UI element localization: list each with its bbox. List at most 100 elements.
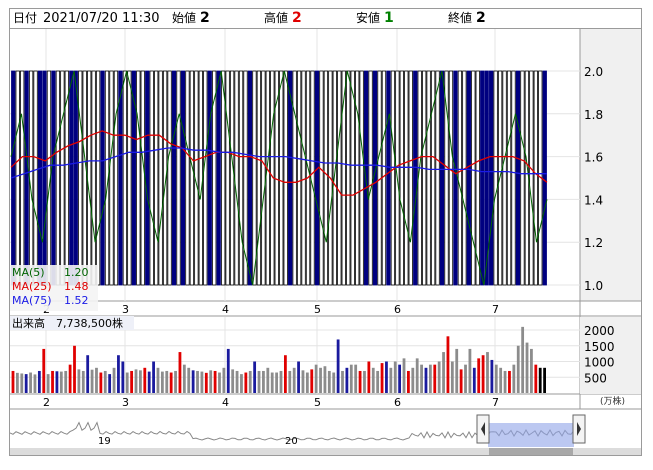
volume-bar (279, 370, 283, 393)
volume-bar (477, 358, 481, 393)
price-y-tick-label: 2.0 (584, 65, 603, 79)
volume-bar (301, 370, 305, 393)
volume-bar (11, 370, 15, 393)
price-candle (399, 70, 404, 286)
volume-bar (90, 369, 94, 393)
volume-bar (77, 369, 81, 393)
price-candle (122, 70, 128, 286)
price-candle (69, 70, 74, 286)
ma75-legend-label: MA(75) (12, 294, 52, 307)
volume-bar (367, 361, 371, 393)
open-value: 2 (200, 10, 210, 26)
price-candle (261, 70, 266, 286)
volume-bar (213, 370, 217, 393)
ma5-legend-value: 1.20 (64, 266, 89, 279)
price-candle (430, 70, 436, 286)
price-x-tick-label: 7 (492, 303, 499, 316)
volume-bar (143, 367, 147, 393)
volume-bar (46, 374, 50, 393)
volume-bar (292, 367, 296, 393)
volume-bar (442, 352, 445, 393)
navigator-selected-range[interactable] (488, 423, 574, 447)
price-candle (256, 70, 262, 286)
volume-y-tick-label: 1500 (584, 340, 615, 354)
volume-bar (433, 364, 437, 393)
volume-bar (332, 372, 336, 393)
volume-bar (108, 374, 112, 393)
volume-bar (481, 355, 485, 393)
volume-bar (424, 367, 428, 393)
volume-bar (130, 370, 134, 393)
volume-bar (64, 370, 68, 393)
price-candle (542, 70, 547, 286)
volume-x-tick-label: 3 (122, 396, 129, 409)
volume-bar (499, 367, 503, 393)
volume-bar (55, 371, 59, 393)
volume-bar (121, 361, 125, 393)
price-candle (238, 70, 244, 286)
price-candle (127, 70, 132, 286)
price-candle (28, 70, 34, 286)
volume-bar (486, 352, 489, 393)
volume-bar (319, 367, 322, 393)
volume-bar (244, 372, 248, 393)
navigator-scrollbar-thumb[interactable] (489, 448, 573, 455)
volume-bar (472, 367, 476, 393)
volume-y-tick-label: 500 (584, 371, 607, 385)
price-candle (288, 70, 293, 286)
volume-bar (354, 364, 358, 393)
price-y-tick-label: 1.4 (584, 193, 603, 207)
volume-bar (446, 336, 450, 393)
price-candle (91, 70, 96, 286)
volume-bar (530, 348, 533, 393)
ma5-line (10, 70, 548, 286)
ma75-line (10, 147, 547, 179)
volume-bar (521, 326, 525, 393)
range-navigator[interactable]: 19 20 (10, 410, 641, 455)
volume-bar (538, 367, 542, 393)
volume-header-box (10, 316, 134, 330)
volume-bar (543, 367, 546, 393)
price-candle (15, 70, 20, 286)
volume-bar (191, 370, 195, 393)
price-candle (149, 70, 154, 286)
price-candle (511, 70, 516, 286)
price-candle (341, 70, 346, 286)
price-candle (37, 70, 43, 286)
volume-bar (327, 370, 331, 393)
navigator-scrollbar-track[interactable] (10, 448, 641, 455)
datetime-value: 2021/07/20 11:30 (43, 11, 160, 26)
price-candle (390, 70, 396, 286)
price-candle (448, 70, 454, 286)
high-value: 2 (292, 10, 302, 26)
price-candle (131, 70, 136, 286)
volume-bar (99, 372, 103, 393)
price-axis-panel (580, 29, 641, 301)
volume-bar (169, 372, 173, 393)
volume-bar (380, 363, 384, 393)
volume-bar (371, 367, 375, 393)
price-candle (480, 70, 485, 286)
volume-bar (42, 348, 46, 393)
price-candle (229, 70, 235, 286)
price-candle (154, 70, 159, 286)
price-candle (520, 70, 525, 286)
price-candle (435, 70, 440, 286)
price-candle (33, 70, 38, 286)
price-candle (265, 70, 270, 286)
volume-bar (160, 371, 164, 393)
volume-bars (11, 326, 546, 393)
volume-header-value: 7,738,500株 (56, 316, 123, 330)
volume-bar (349, 364, 353, 393)
volume-bar (288, 370, 292, 393)
price-candle (55, 70, 61, 286)
volume-bar (393, 361, 397, 393)
price-candle (301, 70, 306, 286)
volume-x-tick-label: 6 (394, 396, 401, 409)
volume-bar (204, 372, 208, 393)
price-candle (484, 70, 489, 286)
price-candle (359, 70, 364, 286)
volume-bar (402, 358, 406, 393)
volume-bar (156, 367, 160, 393)
